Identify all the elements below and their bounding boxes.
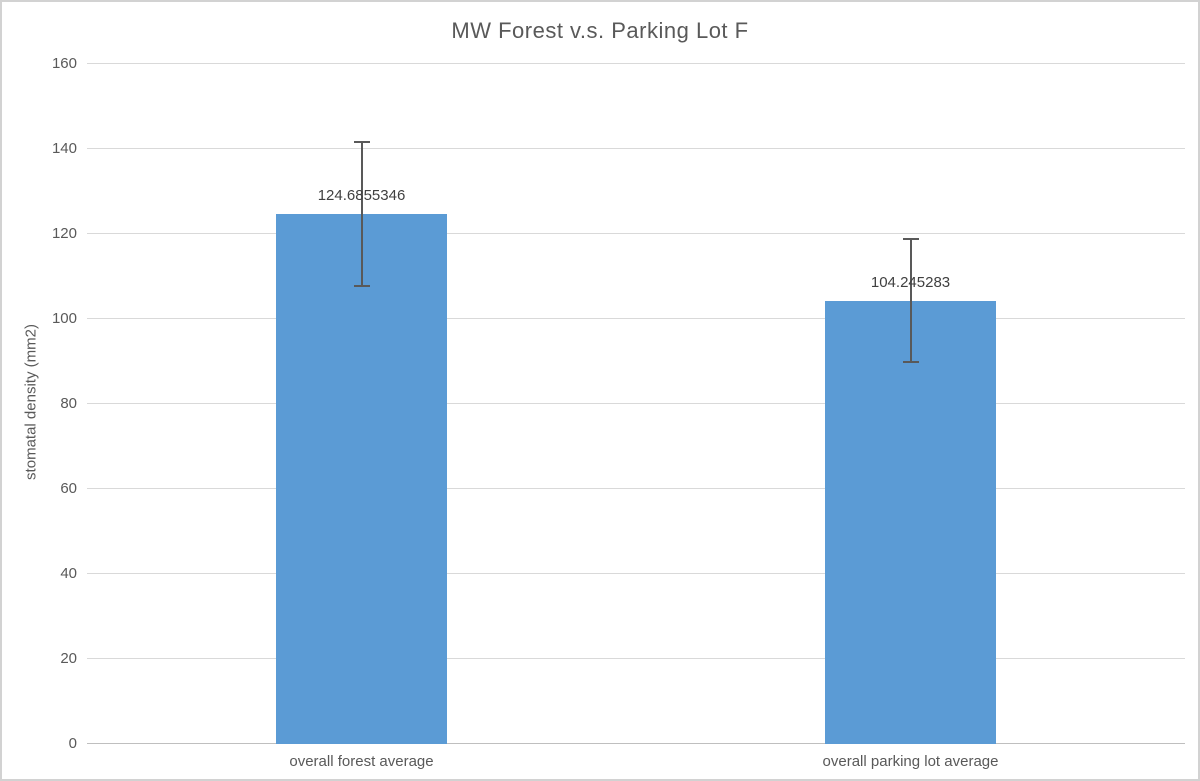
plot-area: 0 20 40 60 80 100 120 140 160 124.6855346 overall … [52, 55, 1185, 770]
gridline [87, 488, 1185, 489]
gridline [87, 403, 1185, 404]
error-bar [360, 141, 363, 287]
data-label: 104.245283 [870, 273, 951, 291]
category-label: overall forest average [289, 753, 434, 770]
y-tick-label: 120 [51, 225, 77, 242]
y-tick-label: 40 [60, 565, 77, 582]
y-tick-label: 80 [60, 395, 77, 412]
category-label: overall parking lot average [822, 753, 999, 770]
y-tick-label: 140 [51, 140, 77, 157]
gridline [87, 573, 1185, 574]
gridline [87, 318, 1185, 319]
y-tick-label: 20 [60, 650, 77, 667]
y-tick-label: 100 [51, 310, 77, 327]
x-axis-line [87, 743, 1185, 744]
error-bar-top-cap [353, 141, 370, 144]
chart-title: MW Forest v.s. Parking Lot F [451, 18, 749, 43]
bar [825, 300, 996, 744]
y-tick-label: 60 [60, 480, 77, 497]
error-bar-bottom-cap [902, 361, 919, 364]
error-bar-top-cap [902, 238, 919, 241]
gridline [87, 148, 1185, 149]
y-tick-label: 0 [68, 735, 77, 752]
data-label: 124.6855346 [317, 187, 406, 205]
gridline [87, 233, 1185, 234]
bar [276, 214, 447, 744]
error-bar-bottom-cap [353, 284, 370, 287]
y-tick-label: 160 [51, 55, 77, 72]
gridline [87, 658, 1185, 659]
error-bar [909, 238, 912, 364]
gridline [87, 63, 1185, 64]
